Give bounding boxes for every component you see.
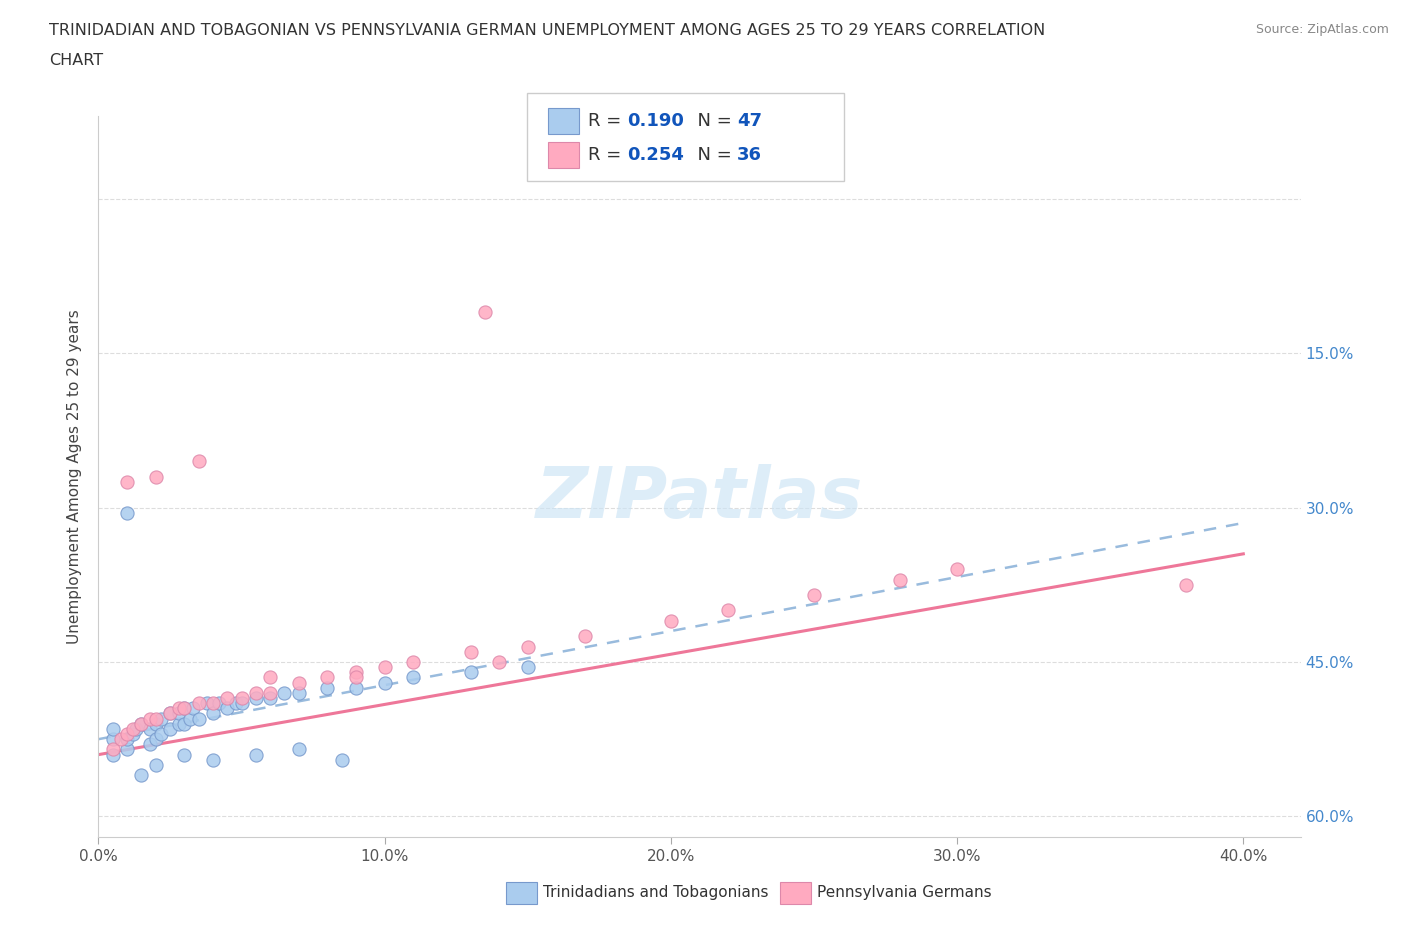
Point: [150, 726, 173, 741]
Point: [101, 732, 124, 747]
Point: [659, 614, 682, 629]
Point: [159, 722, 181, 737]
Point: [208, 696, 231, 711]
Point: [145, 732, 167, 747]
Point: [946, 562, 969, 577]
Point: [288, 742, 311, 757]
Point: [131, 716, 153, 731]
Point: [121, 722, 143, 737]
Point: [181, 701, 204, 716]
Point: [259, 670, 281, 684]
Point: [115, 742, 138, 757]
Point: [374, 659, 396, 674]
Point: [101, 747, 124, 762]
Point: [217, 691, 239, 706]
Point: [201, 752, 224, 767]
Point: [101, 722, 124, 737]
Point: [139, 722, 162, 737]
Point: [225, 696, 247, 711]
Point: [187, 454, 209, 469]
Point: [110, 732, 132, 747]
Point: [245, 747, 267, 762]
Point: [167, 701, 190, 716]
Text: Trinidadians and Tobagonians: Trinidadians and Tobagonians: [543, 885, 768, 900]
Point: [167, 706, 190, 721]
Point: [374, 675, 396, 690]
Y-axis label: Unemployment Among Ages 25 to 29 years: Unemployment Among Ages 25 to 29 years: [67, 310, 83, 644]
Point: [245, 691, 267, 706]
Point: [145, 757, 167, 772]
Point: [460, 665, 482, 680]
Point: [173, 701, 195, 716]
Point: [316, 680, 339, 695]
Point: [159, 706, 181, 721]
Point: [115, 505, 138, 520]
Point: [1175, 578, 1198, 592]
Text: 0.254: 0.254: [627, 146, 683, 165]
Point: [159, 706, 181, 721]
Point: [201, 696, 224, 711]
Text: N =: N =: [686, 112, 738, 130]
Point: [231, 696, 253, 711]
Point: [124, 722, 146, 737]
Text: Pennsylvania Germans: Pennsylvania Germans: [817, 885, 991, 900]
Point: [344, 670, 367, 684]
Point: [889, 572, 911, 587]
Point: [167, 716, 190, 731]
Point: [316, 670, 339, 684]
Point: [115, 726, 138, 741]
Point: [150, 711, 173, 726]
Point: [115, 474, 138, 489]
Point: [259, 691, 281, 706]
Point: [273, 685, 295, 700]
Point: [803, 588, 825, 603]
Text: ZIPatlas: ZIPatlas: [536, 464, 863, 533]
Point: [288, 685, 311, 700]
Point: [187, 696, 209, 711]
Text: N =: N =: [686, 146, 738, 165]
Point: [195, 696, 218, 711]
Point: [179, 711, 201, 726]
Text: CHART: CHART: [49, 53, 103, 68]
Point: [460, 644, 482, 659]
Text: 0.190: 0.190: [627, 112, 683, 130]
Point: [145, 470, 167, 485]
Point: [115, 732, 138, 747]
Text: Source: ZipAtlas.com: Source: ZipAtlas.com: [1256, 23, 1389, 36]
Text: R =: R =: [588, 146, 627, 165]
Point: [187, 711, 209, 726]
Point: [145, 711, 167, 726]
Point: [330, 752, 353, 767]
Point: [245, 685, 267, 700]
Point: [474, 304, 496, 319]
Point: [173, 716, 195, 731]
Point: [173, 701, 195, 716]
Text: 47: 47: [737, 112, 762, 130]
Point: [173, 747, 195, 762]
Point: [402, 655, 425, 670]
Point: [288, 675, 311, 690]
Point: [139, 711, 162, 726]
Point: [131, 716, 153, 731]
Text: 36: 36: [737, 146, 762, 165]
Text: TRINIDADIAN AND TOBAGONIAN VS PENNSYLVANIA GERMAN UNEMPLOYMENT AMONG AGES 25 TO : TRINIDADIAN AND TOBAGONIAN VS PENNSYLVAN…: [49, 23, 1046, 38]
Point: [717, 603, 740, 618]
Point: [131, 768, 153, 783]
Point: [145, 716, 167, 731]
Point: [217, 701, 239, 716]
Point: [574, 629, 596, 644]
Text: R =: R =: [588, 112, 627, 130]
Point: [516, 639, 538, 654]
Point: [259, 685, 281, 700]
Point: [344, 680, 367, 695]
Point: [121, 726, 143, 741]
Point: [231, 691, 253, 706]
Point: [516, 659, 538, 674]
Point: [402, 670, 425, 684]
Point: [344, 665, 367, 680]
Point: [201, 706, 224, 721]
Point: [488, 655, 510, 670]
Point: [101, 742, 124, 757]
Point: [139, 737, 162, 751]
